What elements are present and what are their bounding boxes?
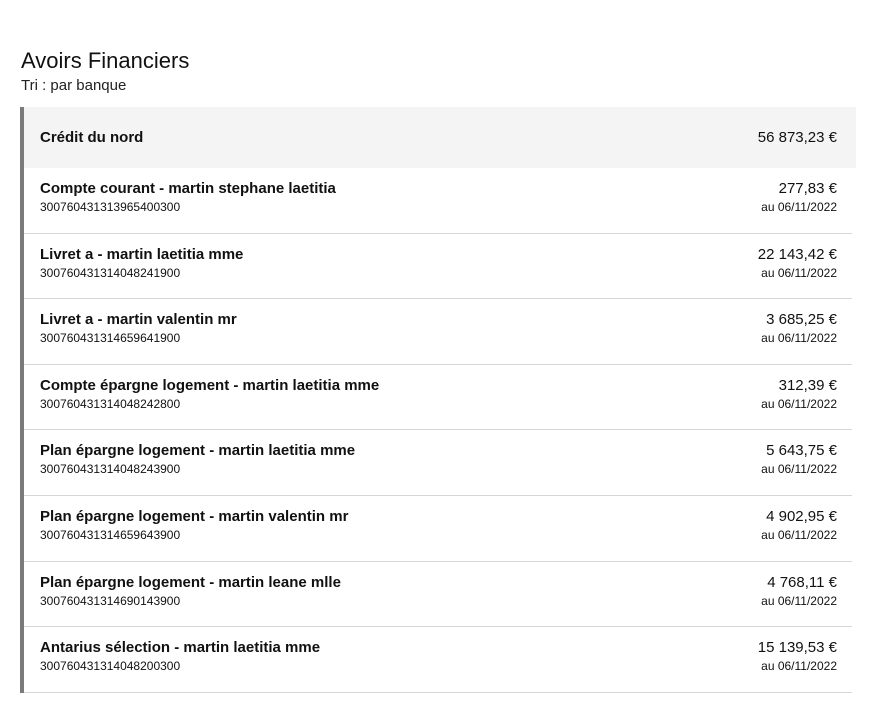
account-amount: 5 643,75 €	[766, 442, 837, 460]
account-label: Plan épargne logement - martin laetitia …	[40, 442, 356, 460]
account-label: Compte épargne logement - martin laetiti…	[40, 376, 380, 394]
account-row[interactable]: Livret a - martin laetitia mme 300760431…	[24, 234, 852, 300]
account-number: 300760431314659643900	[40, 527, 181, 542]
account-amount: 3 685,25 €	[766, 311, 837, 329]
account-date: au 06/11/2022	[761, 462, 837, 477]
bank-header[interactable]: Crédit du nord 56 873,23 €	[24, 107, 856, 168]
bank-total: 56 873,23 €	[757, 129, 837, 146]
account-row[interactable]: Plan épargne logement - martin laetitia …	[24, 430, 852, 496]
account-number: 300760431314048200300	[40, 659, 181, 674]
account-amount: 4 902,95 €	[766, 507, 837, 525]
account-label: Compte courant - martin stephane laetiti…	[40, 180, 336, 197]
account-label: Plan épargne logement - martin valentin …	[40, 507, 349, 525]
account-list: Compte courant - martin stephane laetiti…	[24, 168, 856, 693]
account-number: 300760431314048242800	[40, 396, 181, 411]
account-label: Livret a - martin valentin mr	[40, 311, 237, 329]
account-number: 300760431314659641900	[40, 331, 181, 346]
account-row[interactable]: Antarius sélection - martin laetitia mme…	[24, 627, 852, 693]
page-title: Avoirs Financiers	[21, 48, 190, 73]
account-number: 300760431314690143900	[40, 593, 181, 608]
account-label: Antarius sélection - martin laetitia mme	[40, 639, 321, 657]
account-amount: 15 139,53 €	[757, 639, 837, 657]
account-date: au 06/11/2022	[761, 331, 837, 346]
account-label: Plan épargne logement - martin leane mll…	[40, 573, 341, 591]
sort-label[interactable]: Tri : par banque	[21, 77, 127, 94]
account-row[interactable]: Livret a - martin valentin mr 3007604313…	[24, 299, 852, 365]
account-date: au 06/11/2022	[761, 527, 837, 542]
account-number: 30076043131396540030​0	[40, 200, 181, 214]
account-date: au 06/11/2022	[761, 593, 837, 608]
account-number: 30076043131404824190​0	[40, 265, 181, 280]
account-date: au 06/11/2022	[761, 200, 837, 214]
bank-panel: Crédit du nord 56 873,23 € Compte couran…	[20, 107, 856, 693]
account-date: au 06/11/2022	[761, 265, 837, 280]
account-date: au 06/11/2022	[761, 396, 837, 411]
account-amount: 277,83 €	[778, 180, 837, 197]
account-amount: 22 143,42 €	[757, 245, 837, 263]
account-amount: 312,39 €	[778, 376, 837, 394]
account-row[interactable]: Plan épargne logement - martin valentin …	[24, 496, 852, 562]
account-amount: 4 768,11 €	[767, 573, 837, 591]
account-label: Livret a - martin laetitia mme	[40, 245, 244, 263]
account-row[interactable]: Compte épargne logement - martin laetiti…	[24, 365, 852, 431]
account-row[interactable]: Plan épargne logement - martin leane mll…	[24, 562, 852, 628]
account-date: au 06/11/2022	[761, 659, 837, 674]
bank-name: Crédit du nord	[40, 129, 144, 146]
account-row[interactable]: Compte courant - martin stephane laetiti…	[24, 168, 852, 234]
account-number: 300760431314048243900	[40, 462, 181, 477]
